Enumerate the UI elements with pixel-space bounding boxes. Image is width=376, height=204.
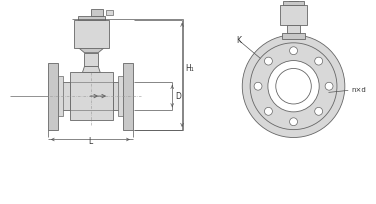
Circle shape: [264, 57, 272, 65]
Text: H₁: H₁: [185, 64, 194, 73]
Bar: [58, 76, 63, 116]
Bar: [58, 82, 70, 110]
Circle shape: [315, 107, 323, 115]
Bar: [123, 63, 133, 130]
Circle shape: [242, 35, 345, 137]
Bar: [70, 72, 113, 120]
Circle shape: [268, 61, 319, 112]
Text: L: L: [88, 137, 92, 146]
Circle shape: [254, 82, 262, 90]
Bar: [280, 5, 307, 25]
Bar: [91, 9, 103, 16]
Bar: [113, 82, 123, 110]
Bar: [74, 20, 109, 48]
Circle shape: [315, 57, 323, 65]
Bar: [85, 53, 98, 67]
Circle shape: [264, 107, 272, 115]
Circle shape: [290, 47, 297, 55]
Bar: [289, 0, 298, 1]
Text: K: K: [236, 36, 241, 45]
Text: D: D: [175, 92, 181, 101]
Bar: [282, 33, 305, 39]
Bar: [106, 10, 112, 15]
Text: n×d: n×d: [351, 87, 366, 93]
Polygon shape: [82, 67, 100, 72]
Bar: [287, 25, 300, 33]
Bar: [48, 63, 58, 130]
Bar: [118, 76, 123, 116]
Circle shape: [250, 43, 337, 130]
Bar: [283, 1, 305, 5]
Polygon shape: [79, 48, 104, 53]
Circle shape: [290, 118, 297, 126]
Circle shape: [276, 69, 311, 104]
Bar: [77, 16, 105, 20]
Circle shape: [325, 82, 333, 90]
